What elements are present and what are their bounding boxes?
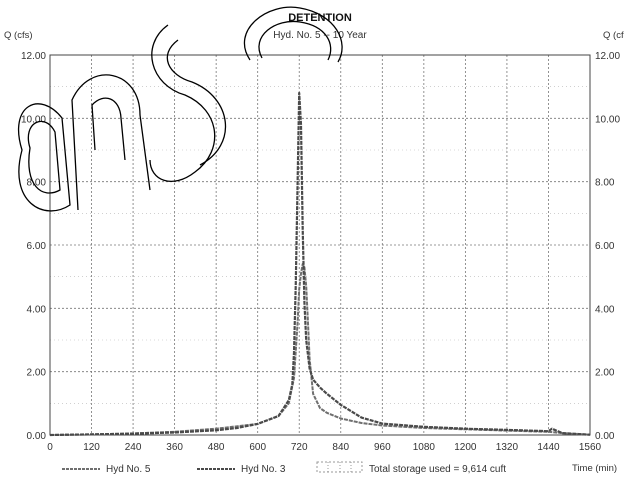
x-tick-label: 600: [249, 442, 266, 453]
y-ticks-left: 0.00 2.00 4.00 6.00 8.00 10.00 12.00: [21, 51, 46, 442]
y-tick-label-right: 6.00: [595, 241, 615, 252]
y-tick-label-left: 10.00: [21, 114, 46, 125]
y-tick-label-right: 12.00: [595, 51, 620, 62]
y-axis-label-right: Q (cfs): [603, 30, 624, 41]
y-ticks-right: 0.00 2.00 4.00 6.00 8.00 10.00 12.00: [595, 51, 620, 442]
y-tick-label-left: 8.00: [27, 178, 47, 189]
storage-annotation: Total storage used = 9,614 cuft: [369, 464, 506, 475]
x-tick-label: 1440: [537, 442, 560, 453]
y-tick-label-left: 0.00: [27, 431, 47, 442]
y-tick-label-right: 2.00: [595, 368, 615, 379]
x-tick-label: 720: [291, 442, 308, 453]
x-tick-label: 1560: [579, 442, 602, 453]
x-axis-label: Time (min): [572, 463, 617, 474]
y-tick-label-right: 0.00: [595, 431, 615, 442]
x-tick-label: 1080: [413, 442, 436, 453]
x-tick-label: 480: [208, 442, 225, 453]
legend-label-hyd-3: Hyd No. 3: [241, 464, 286, 475]
y-tick-label-left: 12.00: [21, 51, 46, 62]
watermark: [17, 6, 343, 212]
y-tick-label-right: 4.00: [595, 304, 615, 315]
x-tick-label: 960: [374, 442, 391, 453]
x-tick-label: 1320: [496, 442, 519, 453]
legend: Hyd No. 5 Hyd No. 3 Total storage used =…: [62, 461, 506, 475]
x-ticks: 0 120 240 360 480 600 720 840 960 1080 1200 1320 144…: [47, 442, 601, 453]
x-tick-label: 1200: [454, 442, 477, 453]
series-line-hyd-no-3: [49, 91, 591, 437]
x-tick-label: 360: [166, 442, 183, 453]
y-tick-label-left: 4.00: [27, 304, 47, 315]
x-tick-label: 240: [125, 442, 142, 453]
series-line-hyd-no-5: [49, 263, 591, 436]
chart-title: DETENTION: [288, 12, 352, 24]
y-tick-label-right: 8.00: [595, 178, 615, 189]
y-axis-label-left: Q (cfs): [4, 30, 33, 41]
y-tick-label-right: 10.00: [595, 114, 620, 125]
legend-label-hyd-5: Hyd No. 5: [106, 464, 151, 475]
x-tick-label: 0: [47, 442, 53, 453]
x-tick-label: 840: [332, 442, 349, 453]
series-layer: [49, 91, 591, 437]
chart-subtitle: Hyd. No. 5 -- 10 Year: [273, 30, 367, 41]
y-tick-label-left: 6.00: [27, 241, 47, 252]
y-tick-label-left: 2.00: [27, 368, 47, 379]
legend-swatch-storage: [316, 461, 363, 473]
chart-grid: [50, 55, 590, 435]
x-tick-label: 120: [83, 442, 100, 453]
plot-frame: [49, 54, 591, 436]
